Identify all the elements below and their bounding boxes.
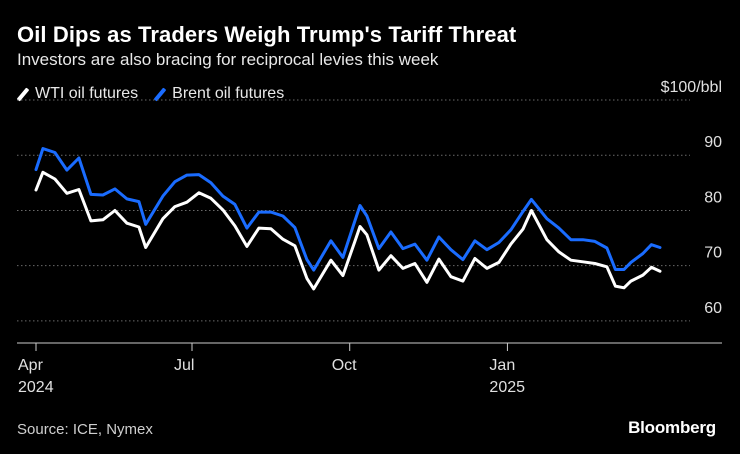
x-tick-sublabel-2025: 2025 xyxy=(489,379,525,396)
series-line-brent xyxy=(34,147,662,272)
grid-layer: 60 70 80 90 $100/bbl xyxy=(17,79,722,322)
chart-legend: WTI oil futures Brent oil futures xyxy=(16,85,285,103)
series-layer xyxy=(34,147,662,291)
x-tick-label-jul: Jul xyxy=(174,357,194,374)
x-tick-label-apr: Apr xyxy=(18,357,44,374)
source-note: Source: ICE, Nymex xyxy=(17,421,153,438)
x-tick-sublabel-2024: 2024 xyxy=(18,379,54,396)
y-tick-label-100: $100/bbl xyxy=(661,79,722,96)
legend-label-brent: Brent oil futures xyxy=(172,85,285,102)
legend-item-brent: Brent oil futures xyxy=(153,85,285,103)
x-tick-label-jan: Jan xyxy=(489,357,515,374)
x-tick-label-oct: Oct xyxy=(332,357,357,374)
bloomberg-logo: Bloomberg xyxy=(628,418,716,437)
chart-subtitle: Investors are also bracing for reciproca… xyxy=(17,50,439,69)
series-line-wti xyxy=(34,170,662,291)
y-tick-label-60: 60 xyxy=(704,300,722,317)
x-axis: Apr 2024 Jul Oct Jan 2025 xyxy=(17,342,722,396)
legend-label-wti: WTI oil futures xyxy=(35,85,139,102)
y-tick-label-70: 70 xyxy=(704,245,722,262)
y-tick-label-90: 90 xyxy=(704,134,722,151)
legend-item-wti: WTI oil futures xyxy=(16,85,139,103)
chart-title: Oil Dips as Traders Weigh Trump's Tariff… xyxy=(17,22,517,47)
y-tick-label-80: 80 xyxy=(704,189,722,206)
